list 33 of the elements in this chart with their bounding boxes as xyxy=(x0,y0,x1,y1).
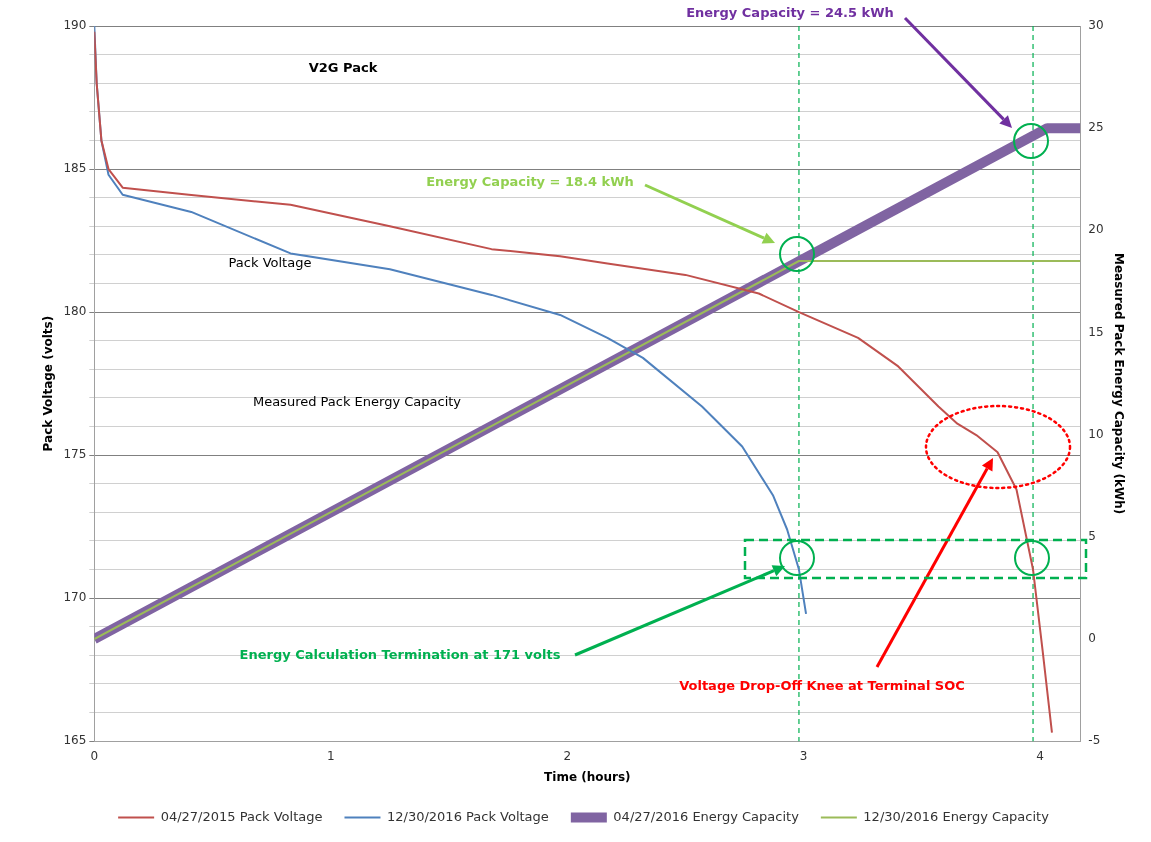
legend-label: 04/27/2015 Pack Voltage xyxy=(160,808,323,824)
y2-tick-label: -5 xyxy=(1088,733,1101,748)
x-axis-title: Time (hours) xyxy=(544,769,631,784)
legend-label: 04/27/2016 Energy Capacity xyxy=(613,808,800,824)
annotation: Voltage Drop-Off Knee at Terminal SOC xyxy=(679,678,965,694)
y2-axis-title: Measured Pack Energy Capacity (kWh) xyxy=(1111,253,1126,515)
x-tick-label: 3 xyxy=(799,748,808,763)
annotation: Energy Capacity = 18.4 kWh xyxy=(426,174,634,190)
y-axis-title: Pack Voltage (volts) xyxy=(41,315,56,452)
y-tick-label: 190 xyxy=(63,18,87,33)
y2-tick-label: 20 xyxy=(1088,222,1104,237)
annotation: Energy Calculation Termination at 171 volts xyxy=(239,647,561,663)
x-tick-label: 1 xyxy=(326,748,335,763)
y2-tick-label: 5 xyxy=(1088,528,1096,543)
y2-tick-label: 25 xyxy=(1088,120,1104,135)
x-tick-label: 4 xyxy=(1036,748,1044,763)
y2-tick-label: 30 xyxy=(1088,18,1104,33)
y2-tick-label: 10 xyxy=(1088,426,1104,441)
y2-tick-label: 0 xyxy=(1088,631,1096,646)
x-tick-label: 0 xyxy=(90,748,99,763)
y-tick-label: 175 xyxy=(63,447,87,462)
y-tick-label: 180 xyxy=(63,304,87,319)
y-tick-label: 185 xyxy=(63,161,87,176)
y-tick-label: 170 xyxy=(63,590,87,605)
text: V2G Pack xyxy=(308,60,378,76)
y-tick-label: 165 xyxy=(63,733,87,748)
annotation: Pack Voltage xyxy=(228,255,312,271)
text: Energy Capacity = 24.5 kWh xyxy=(686,5,894,21)
legend-label: 12/30/2016 Pack Voltage xyxy=(386,808,549,824)
x-tick-label: 2 xyxy=(563,748,572,763)
legend-label: 12/30/2016 Energy Capacity xyxy=(863,808,1050,824)
annotation: Measured Pack Energy Capacity xyxy=(252,394,462,410)
y2-tick-label: 15 xyxy=(1088,324,1104,339)
